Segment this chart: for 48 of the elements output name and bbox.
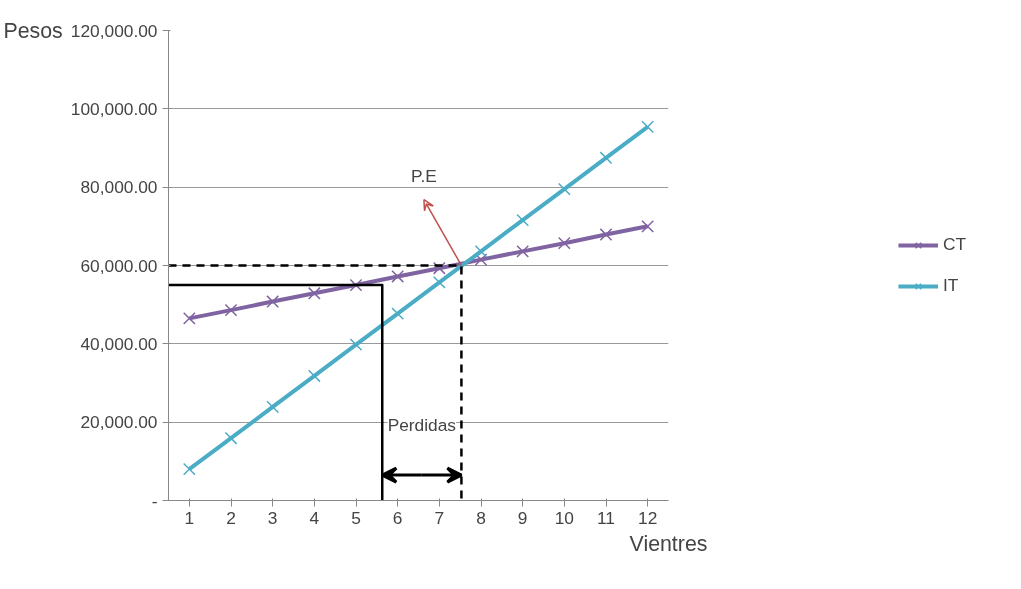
y-tick-label: 80,000.00 [80, 177, 158, 198]
x-tick-label: 7 [434, 507, 445, 528]
point [641, 120, 655, 134]
legend-label: IT [942, 275, 960, 296]
point [182, 462, 196, 476]
point [307, 286, 321, 300]
x-tick-label: 4 [309, 507, 320, 528]
point [516, 213, 530, 227]
point [516, 244, 530, 258]
point [599, 151, 613, 165]
point [391, 270, 405, 283]
x-tick-label: 3 [267, 507, 278, 528]
point [557, 236, 571, 250]
point [557, 182, 571, 196]
x-tick-label: 10 [554, 507, 574, 528]
x-tick-label: 12 [638, 507, 658, 528]
x-tick-label: 2 [226, 507, 236, 528]
x-axis-title: Vientres [629, 531, 708, 556]
point [266, 400, 280, 414]
point [432, 275, 446, 289]
y-tick-label: 60,000.00 [80, 255, 158, 276]
point [474, 244, 488, 258]
y-tick-label: - [151, 490, 158, 511]
y-tick-label: 40,000.00 [80, 333, 158, 354]
point [266, 295, 280, 308]
point [599, 228, 613, 241]
y-axis-title: Pesos [3, 18, 63, 43]
point [432, 261, 446, 275]
x-tick-label: 11 [597, 507, 616, 528]
annotation: P.E [411, 165, 437, 186]
point [641, 219, 655, 233]
point [182, 311, 196, 325]
point [349, 278, 363, 292]
legend-label: CT [942, 234, 967, 255]
x-tick-label: 8 [476, 507, 486, 528]
x-tick-label: 1 [184, 507, 195, 528]
point [349, 338, 363, 352]
x-tick-label: 5 [351, 507, 361, 528]
point [307, 369, 321, 383]
y-tick-label: 20,000.00 [80, 412, 158, 433]
point [224, 431, 238, 445]
x-tick-label: 6 [392, 507, 403, 528]
x-tick-label: 9 [517, 507, 528, 528]
y-tick-label: 120,000.00 [70, 20, 158, 41]
point [391, 307, 405, 321]
point [224, 303, 238, 317]
y-tick-label: 100,000.00 [70, 98, 158, 119]
annotation: Perdidas [387, 414, 457, 435]
